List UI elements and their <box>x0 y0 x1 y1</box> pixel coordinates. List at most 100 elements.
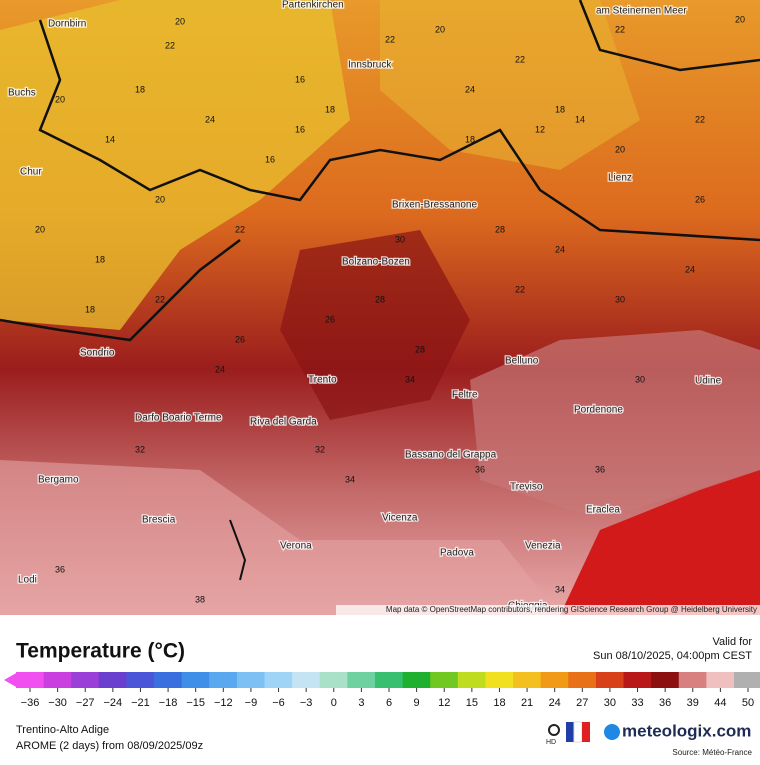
temperature-label: 28 <box>375 294 385 304</box>
temperature-label: 22 <box>155 294 165 304</box>
colorbar-segment <box>457 672 486 688</box>
colorbar-segment <box>540 672 569 688</box>
colorbar-segment <box>678 672 707 688</box>
city-label: Bolzano-Bozen <box>342 257 410 268</box>
temperature-label: 18 <box>95 254 105 264</box>
temperature-label: 24 <box>555 244 565 254</box>
temperature-label: 18 <box>85 304 95 314</box>
temperature-label: 22 <box>385 34 395 44</box>
temperature-label: 34 <box>405 374 415 384</box>
colorbar-tick-label: 15 <box>466 697 478 709</box>
temperature-label: 26 <box>235 334 245 344</box>
temperature-label: 20 <box>615 144 625 154</box>
temperature-label: 18 <box>325 104 335 114</box>
temperature-label: 16 <box>265 154 275 164</box>
search-icon[interactable] <box>548 724 560 736</box>
colorbar-tick-label: 9 <box>414 697 420 709</box>
temperature-label: 24 <box>685 264 695 274</box>
colorbar-tick-label: 24 <box>549 697 561 709</box>
colorbar-tick-label: 33 <box>631 697 643 709</box>
city-label: Padova <box>440 548 474 559</box>
temperature-label: 16 <box>295 124 305 134</box>
city-label: Sondrio <box>80 348 115 359</box>
city-label: Brixen-Bressanone <box>392 200 477 211</box>
colorbar-tick-label: 21 <box>521 697 533 709</box>
colorbar-segment <box>595 672 624 688</box>
brand-logo <box>604 724 620 740</box>
plain <box>0 460 560 615</box>
city-label: Eraclea <box>586 505 620 516</box>
city-label: am Steinernen Meer <box>596 6 687 17</box>
colorbar-segment <box>733 672 760 688</box>
temperature-label: 24 <box>215 364 225 374</box>
city-label: Belluno <box>505 356 539 367</box>
temperature-label: 36 <box>55 564 65 574</box>
map: Dornbirn Buchs Chur Sondrio Bergamo Bres… <box>0 0 760 615</box>
city-label: Buchs <box>8 88 36 99</box>
colorbar-segment <box>209 672 238 688</box>
colorbar-tick-label: −15 <box>186 697 205 709</box>
flag-white <box>573 721 583 743</box>
temperature-label: 22 <box>165 40 175 50</box>
temperature-label: 16 <box>295 74 305 84</box>
temperature-label: 22 <box>515 284 525 294</box>
temperature-label: 28 <box>495 224 505 234</box>
hd-label: HD <box>546 739 556 746</box>
colorbar-segment <box>485 672 514 688</box>
region: Trentino-Alto Adige <box>16 724 109 736</box>
colorbar-segment <box>623 672 652 688</box>
colorbar-tick-label: −9 <box>245 697 258 709</box>
city-label: Brescia <box>142 515 176 526</box>
plain <box>470 330 760 520</box>
temperature-label: 32 <box>315 444 325 454</box>
temperature-labels: 20 22 18 24 22 20 18 16 18 22 20 24 22 18 20 22 16 14 18 20… <box>35 14 745 604</box>
colorbar-segment <box>513 672 542 688</box>
city-label: Treviso <box>510 482 543 493</box>
colorbar-tick-label: 0 <box>331 697 337 709</box>
cool-area <box>0 0 350 330</box>
colorbar-tick-label: −36 <box>21 697 40 709</box>
temperature-label: 14 <box>575 114 585 124</box>
temperature-label: 20 <box>735 14 745 24</box>
colorbar-segment <box>264 672 293 688</box>
border <box>38 19 760 242</box>
temperature-label: 18 <box>555 104 565 114</box>
colorbar-tick-label: 12 <box>438 697 450 709</box>
colorbar-segment <box>347 672 376 688</box>
flag-blue <box>566 722 574 742</box>
temperature-label: 38 <box>195 594 205 604</box>
temperature-label: 30 <box>615 294 625 304</box>
brand[interactable]: meteologix.com <box>622 721 751 740</box>
temperature-label: 12 <box>535 124 545 134</box>
colorbar-tick-label: 36 <box>659 697 671 709</box>
colorbar-segment <box>43 672 72 688</box>
colorbar-segment <box>568 672 597 688</box>
colorbar-segment <box>236 672 265 688</box>
city-label: Dornbirn <box>48 19 86 30</box>
colorbar-segment <box>651 672 680 688</box>
colorbar-segment <box>402 672 431 688</box>
colorbar-segment <box>126 672 155 688</box>
temperature-label: 32 <box>135 444 145 454</box>
colorbar-tick-label: −12 <box>214 697 233 709</box>
colorbar: −36 −30 −27 −24 −21 −18 −15 −12 −9 −6 −3 0 3 6 9 12 15 18… <box>4 672 760 709</box>
city-label: Riva del Garda <box>250 417 317 428</box>
temperature-label: 24 <box>465 84 475 94</box>
colorbar-segment <box>15 672 45 688</box>
temperature-label: 20 <box>435 24 445 34</box>
colorbar-segment <box>430 672 459 688</box>
city-label: Venezia <box>525 541 561 552</box>
temperature-label: 22 <box>695 114 705 124</box>
temperature-label: 20 <box>55 94 65 104</box>
colorbar-tick-label: 6 <box>386 697 392 709</box>
colorbar-segment <box>319 672 348 688</box>
temperature-label: 18 <box>465 134 475 144</box>
colorbar-tick-label: 39 <box>687 697 699 709</box>
city-label: Partenkirchen <box>282 0 344 11</box>
temperature-label: 20 <box>155 194 165 204</box>
colorbar-segment <box>71 672 100 688</box>
city-label: Lodi <box>18 575 37 586</box>
temperature-label: 20 <box>175 16 185 26</box>
temperature-label: 20 <box>35 224 45 234</box>
